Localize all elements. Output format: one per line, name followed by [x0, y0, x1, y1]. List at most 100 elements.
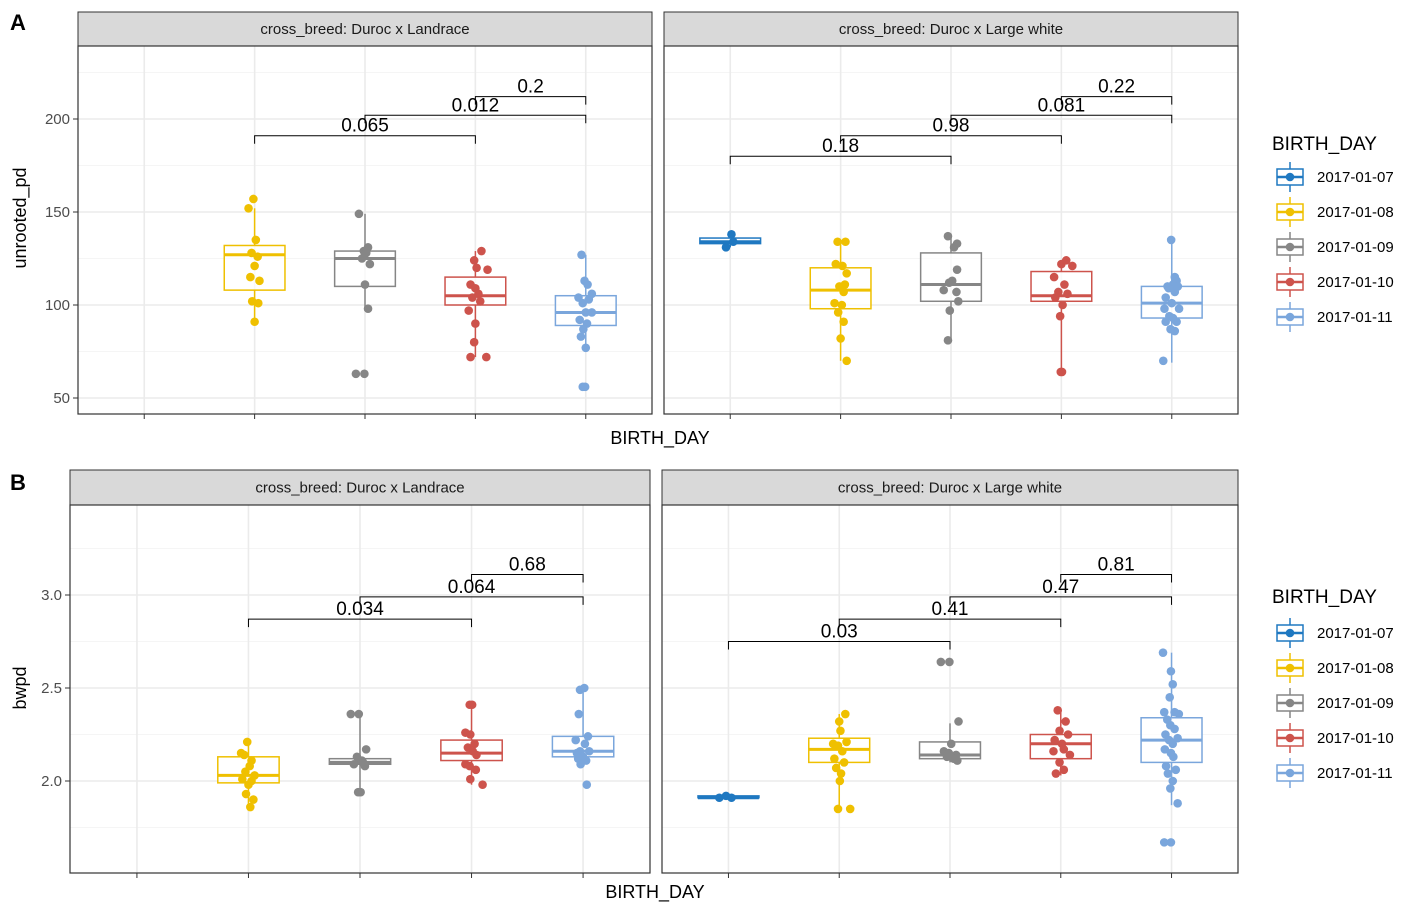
legend-title: BIRTH_DAY [1272, 587, 1377, 608]
data-point [839, 317, 848, 327]
facet-title: cross_breed: Duroc x Landrace [255, 480, 464, 497]
p-value-label: 0.68 [509, 555, 546, 576]
legend-key-point [1285, 207, 1295, 217]
data-point [1170, 326, 1180, 336]
data-point [354, 709, 364, 719]
data-point [1051, 293, 1060, 302]
y-tick-label: 100 [45, 297, 70, 314]
significance-bracket: 0.81 [1060, 555, 1173, 583]
bracket-line [1060, 574, 1173, 583]
data-point [360, 369, 369, 379]
data-point [580, 683, 589, 693]
data-point [579, 324, 588, 334]
data-point [830, 754, 839, 763]
bracket-line [364, 114, 587, 124]
data-point [469, 256, 479, 265]
legend-key-point [1285, 312, 1295, 322]
y-tick-label: 2.0 [41, 773, 62, 790]
data-point [727, 793, 736, 803]
legend-label: 2017-01-07 [1317, 169, 1394, 186]
data-point [1168, 739, 1178, 749]
box-2017-01-08 [808, 709, 871, 814]
data-point [1169, 752, 1178, 762]
p-value-label: 0.47 [1042, 577, 1079, 598]
data-point [1170, 724, 1179, 734]
data-point [835, 776, 845, 786]
data-point [1166, 666, 1176, 676]
box-2017-01-10 [440, 700, 503, 790]
data-point [836, 726, 845, 736]
box-2017-01-11 [551, 683, 615, 790]
box-2017-01-11 [1140, 648, 1203, 847]
facet-title: cross_breed: Duroc x Large white [839, 21, 1063, 38]
data-point [836, 334, 845, 343]
data-point [467, 700, 477, 710]
data-point [470, 739, 479, 749]
data-point [1049, 272, 1059, 282]
box-2017-01-10 [444, 246, 507, 362]
data-point [253, 298, 263, 308]
data-point [582, 780, 592, 790]
legend-label: 2017-01-10 [1317, 730, 1394, 747]
data-point [583, 732, 593, 741]
data-point [363, 304, 373, 314]
data-point [1166, 235, 1176, 245]
significance-bracket: 0.41 [838, 599, 1062, 628]
bracket-line [840, 135, 1062, 144]
panel-label: B [10, 470, 26, 495]
data-point [839, 287, 848, 297]
legend-key-point [1285, 242, 1295, 252]
data-point [251, 235, 261, 245]
significance-bracket: 0.065 [254, 116, 476, 144]
legend-key-point [1285, 663, 1295, 673]
data-point [953, 296, 963, 306]
data-point [466, 730, 475, 739]
legend-label: 2017-01-10 [1317, 274, 1394, 291]
y-tick-label: 150 [45, 204, 70, 221]
data-point [837, 300, 847, 310]
data-point [1059, 745, 1069, 754]
data-point [836, 769, 846, 778]
p-value-label: 0.81 [1098, 555, 1135, 576]
data-point [244, 203, 253, 213]
data-point [469, 337, 479, 347]
significance-bracket: 0.03 [727, 622, 951, 650]
legend-key-point [1285, 733, 1295, 743]
data-point [464, 306, 474, 315]
significance-bracket: 0.2 [474, 77, 587, 105]
data-point [1055, 758, 1064, 767]
legend: BIRTH_DAY 2017-01-07 2017-01-08 2017-01-09 2… [1272, 134, 1394, 332]
data-point [1055, 726, 1064, 736]
data-point [831, 763, 841, 773]
facet-1: cross_breed: Duroc x Landrace 50 100 150 200… [45, 11, 653, 419]
data-point [944, 278, 954, 287]
data-point [945, 657, 954, 667]
data-point [468, 293, 477, 302]
data-point [580, 382, 590, 392]
box-2017-01-07 [699, 230, 762, 252]
data-point [482, 352, 491, 362]
legend-key-point [1285, 172, 1295, 182]
data-point [833, 308, 843, 317]
data-point [1061, 256, 1071, 265]
data-point [1059, 765, 1069, 775]
data-point [241, 789, 251, 799]
data-point [1174, 709, 1184, 719]
data-point [1173, 733, 1182, 743]
data-point [1161, 317, 1170, 327]
data-point [1060, 280, 1069, 289]
data-point [255, 276, 264, 286]
data-point [581, 343, 591, 353]
p-value-label: 0.98 [933, 116, 970, 137]
data-point [466, 774, 475, 784]
bracket-line [359, 596, 584, 605]
box-2017-01-08 [217, 737, 280, 812]
data-point [946, 739, 956, 749]
data-point [483, 265, 492, 274]
significance-bracket: 0.081 [950, 95, 1173, 124]
facet-title: cross_breed: Duroc x Landrace [260, 21, 469, 38]
data-point [1168, 679, 1178, 689]
p-value-label: 0.03 [821, 622, 858, 643]
